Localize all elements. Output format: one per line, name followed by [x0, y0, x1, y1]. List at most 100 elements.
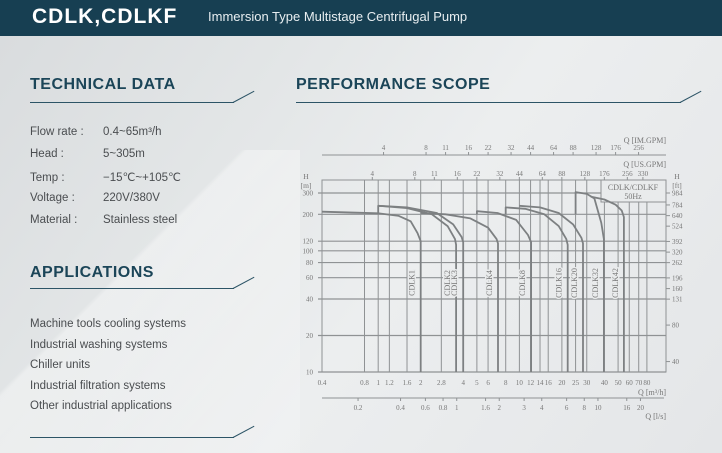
y2-tick-label: 392 — [672, 238, 683, 246]
curve-cdlk8 — [475, 210, 532, 372]
series-label: CDLK20 — [570, 268, 579, 298]
ls-tick-label: 0.4 — [396, 404, 405, 412]
ls-axis-label: Q [l/s] — [645, 412, 666, 421]
us-gpm-tick-label: 88 — [558, 170, 566, 178]
application-item: Other industrial applications — [30, 400, 172, 412]
y-axis-label-h: H — [303, 172, 309, 181]
us-gpm-tick-label: 256 — [622, 170, 633, 178]
spec-label: Material : — [30, 214, 78, 226]
y2-tick-label: 984 — [672, 189, 683, 197]
ls-tick-label: 1 — [455, 404, 459, 412]
x-tick-label: 4 — [461, 379, 465, 387]
y-tick-label: 120 — [303, 238, 314, 246]
ls-tick-label: 0.8 — [439, 404, 448, 412]
technical-data-heading: TECHNICAL DATA — [30, 76, 176, 93]
spec-label: Head : — [30, 148, 64, 160]
curve-cdlk20 — [519, 204, 584, 372]
x-axis-label: Q [m³/h] — [638, 388, 666, 397]
y2-tick-label: 320 — [672, 249, 683, 257]
x-tick-label: 20 — [558, 379, 566, 387]
header-bar: CDLK,CDLKF Immersion Type Multistage Cen… — [0, 0, 722, 36]
spec-row: Material : Stainless steel — [30, 214, 177, 226]
y2-tick-label: 784 — [672, 201, 683, 209]
spec-row: Flow rate : 0.4~65m³/h — [30, 126, 162, 138]
application-item: Industrial filtration systems — [30, 379, 166, 392]
ls-tick-label: 1.6 — [481, 404, 490, 412]
application-item: Machine tools cooling systems — [30, 318, 186, 330]
us-gpm-tick-label: 330 — [638, 170, 649, 178]
y-tick-label: 10 — [306, 369, 314, 377]
x-tick-label: 8 — [504, 379, 508, 387]
curve-cdlk4 — [420, 212, 499, 372]
x-tick-label: 50 — [615, 379, 623, 387]
y2-tick-label: 262 — [672, 259, 683, 267]
y2-tick-label: 524 — [672, 223, 683, 231]
spec-label: Flow rate : — [30, 126, 84, 138]
legend-text: 50Hz — [624, 192, 642, 201]
us-gpm-tick-label: 4 — [371, 170, 375, 178]
y2-tick-label: 131 — [672, 296, 683, 304]
im-gpm-tick-label: 256 — [633, 144, 644, 152]
us-gpm-tick-label: 176 — [599, 170, 610, 178]
us-gpm-tick-label: 8 — [413, 170, 417, 178]
y-tick-label: 80 — [306, 259, 314, 267]
x-tick-label: 10 — [516, 379, 524, 387]
spec-value: 5~305m — [103, 148, 145, 160]
series-label: CDLK1 — [408, 270, 417, 296]
series-label: CDLK8 — [518, 270, 527, 296]
ls-tick-label: 2 — [497, 404, 501, 412]
spec-row: Head : 5~305m — [30, 148, 145, 160]
im-gpm-axis-label: Q [IM.GPM] — [624, 136, 667, 145]
ls-tick-label: 3 — [522, 404, 526, 412]
x-tick-label: 1 — [376, 379, 380, 387]
x-tick-label: 12 — [527, 379, 535, 387]
spec-value: 0.4~65m³/h — [103, 126, 162, 138]
y-tick-label: 40 — [306, 296, 314, 304]
us-gpm-tick-label: 64 — [539, 170, 547, 178]
ls-tick-label: 6 — [565, 404, 569, 412]
series-label: CDLK32 — [591, 268, 600, 298]
divider — [296, 102, 681, 103]
y2-tick-label: 80 — [672, 322, 680, 330]
x-tick-label: 80 — [643, 379, 651, 387]
im-gpm-tick-label: 88 — [570, 144, 578, 152]
im-gpm-tick-label: 22 — [485, 144, 493, 152]
im-gpm-tick-label: 176 — [610, 144, 621, 152]
x-tick-label: 14 — [537, 379, 545, 387]
ls-tick-label: 20 — [637, 404, 645, 412]
legend-box — [600, 179, 667, 203]
y-tick-label: 60 — [306, 274, 314, 282]
performance-heading: PERFORMANCE SCOPE — [296, 76, 491, 93]
x-tick-label: 0.4 — [318, 379, 327, 387]
us-gpm-axis-label: Q [US.GPM] — [623, 160, 666, 169]
y-tick-label: 100 — [303, 247, 314, 255]
y-tick-label: 20 — [306, 332, 314, 340]
series-label: CDLK4 — [485, 270, 494, 296]
curve-cdlk3 — [378, 204, 465, 372]
series-label: CDLK16 — [555, 268, 564, 298]
product-title: CDLK,CDLKF — [32, 5, 178, 28]
x-tick-label: 1.6 — [403, 379, 412, 387]
im-gpm-tick-label: 32 — [508, 144, 516, 152]
im-gpm-tick-label: 44 — [527, 144, 535, 152]
spec-value: −15℃~+105℃ — [103, 172, 181, 184]
x-tick-label: 40 — [601, 379, 609, 387]
x-tick-label: 16 — [545, 379, 553, 387]
spec-row: Voltage : 220V/380V — [30, 192, 160, 204]
application-item: Chiller units — [30, 359, 91, 371]
x-tick-label: 70 — [635, 379, 643, 387]
divider — [30, 102, 234, 103]
x-tick-label: 1.2 — [385, 379, 394, 387]
us-gpm-tick-label: 32 — [496, 170, 504, 178]
y2-axis-label-h: H — [674, 172, 680, 181]
y-tick-label: 300 — [303, 189, 314, 197]
series-label: CDLK2 — [443, 270, 452, 296]
curve-cdlk16 — [504, 206, 569, 372]
curve-cdlk1 — [321, 210, 422, 372]
x-tick-label: 25 — [572, 379, 580, 387]
x-tick-label: 6 — [486, 379, 490, 387]
us-gpm-tick-label: 44 — [516, 170, 524, 178]
ls-tick-label: 8 — [583, 404, 587, 412]
im-gpm-tick-label: 128 — [591, 144, 602, 152]
x-tick-label: 30 — [583, 379, 591, 387]
